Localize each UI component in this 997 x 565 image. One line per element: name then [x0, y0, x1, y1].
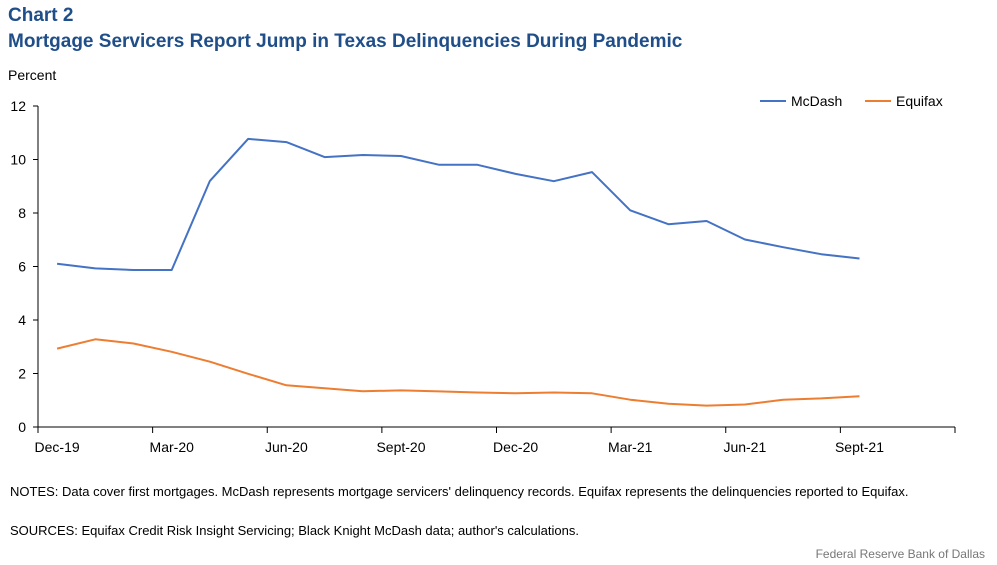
y-tick-label: 10: [10, 152, 26, 168]
chart-number: Chart 2: [8, 5, 74, 26]
y-tick-label: 2: [18, 366, 26, 382]
notes: NOTES: Data cover first mortgages. McDas…: [10, 484, 909, 499]
x-tick-label: Sept-21: [835, 439, 884, 455]
y-axis-label: Percent: [8, 67, 57, 83]
x-tick-label: Dec-19: [35, 439, 80, 455]
x-tick-label: Sept-20: [376, 439, 425, 455]
y-tick-label: 12: [10, 98, 26, 114]
chart-title: Mortgage Servicers Report Jump in Texas …: [8, 31, 683, 52]
series-line-equifax: [56, 338, 860, 407]
x-tick-label: Dec-20: [493, 439, 538, 455]
sources: SOURCES: Equifax Credit Risk Insight Ser…: [10, 523, 579, 538]
y-tick-label: 4: [18, 312, 26, 328]
y-tick-label: 0: [18, 419, 26, 435]
line-chart: 0 2 4 6 8 10 12 Dec-19 Mar-20 Jun-20 Sept-20 Dec-20…: [10, 93, 956, 455]
y-tick-label: 6: [18, 259, 26, 275]
x-tick-label: Jun-20: [265, 439, 308, 455]
y-tick-label: 8: [18, 205, 26, 221]
x-tick-label: Mar-20: [150, 439, 195, 455]
x-tick-label: Jun-21: [723, 439, 766, 455]
series-line-mcdash: [56, 137, 860, 271]
x-tick-label: Mar-21: [608, 439, 653, 455]
legend-label-equifax: Equifax: [896, 93, 943, 109]
legend-label-mcdash: McDash: [791, 93, 842, 109]
credit: Federal Reserve Bank of Dallas: [815, 547, 985, 561]
